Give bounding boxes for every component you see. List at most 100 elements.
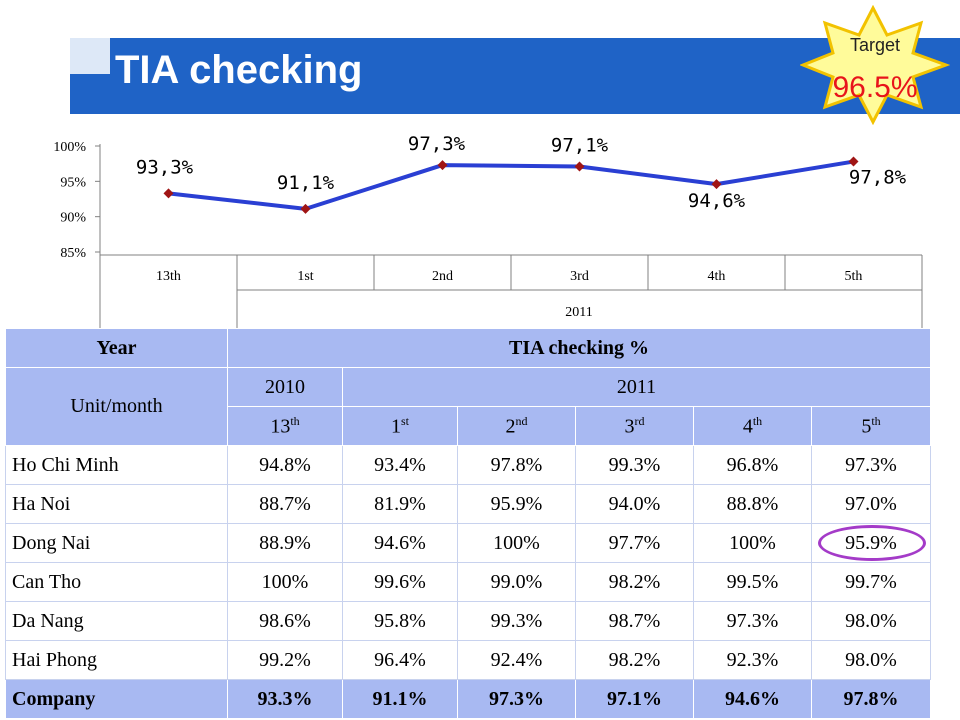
table-cell: 94.0% <box>575 484 694 524</box>
title-bar <box>70 38 960 114</box>
table-cell: 88.9% <box>227 523 343 563</box>
data-point <box>300 203 311 214</box>
table-row: Ho Chi Minh 94.8% 93.4% 97.8% 99.3% 96.8% 97.3… <box>5 445 932 485</box>
month-number: 4 <box>742 415 753 438</box>
data-point <box>711 179 722 190</box>
x-tick-label: 2nd <box>432 269 453 284</box>
table-cell: 97.8% <box>457 445 576 485</box>
unit-name: Ho Chi Minh <box>5 445 228 485</box>
table-row: Ha Noi 88.7% 81.9% 95.9% 94.0% 88.8% 97.0% <box>5 484 932 524</box>
decor-square <box>36 38 66 74</box>
table-cell: 99.7% <box>810 562 932 602</box>
month-number: 13 <box>270 415 291 438</box>
year-2010-header: 2010 <box>227 367 343 407</box>
company-cell: 91.1% <box>342 679 458 719</box>
series-line <box>168 159 854 211</box>
star-burst <box>800 5 950 125</box>
data-label: 93,3% <box>136 156 194 178</box>
table-cell: 99.3% <box>457 601 576 641</box>
month-header: 4th <box>693 406 812 446</box>
table-cell: 96.4% <box>342 640 458 680</box>
target-value: 96.5% <box>832 71 918 104</box>
year-header: Year <box>5 328 228 368</box>
x-tick-label: 3rd <box>570 269 589 284</box>
table-cell: 96.8% <box>693 445 812 485</box>
table-row: Dong Nai 88.9% 94.6% 100% 97.7% 100% 95.9% <box>5 523 932 563</box>
table-cell: 88.7% <box>227 484 343 524</box>
table-cell: 98.2% <box>575 562 694 602</box>
table-cell: 99.2% <box>227 640 343 680</box>
table-cell: 97.7% <box>575 523 694 563</box>
table-row: Hai Phong 99.2% 96.4% 92.4% 98.2% 92.3% 98.0% <box>5 640 932 680</box>
metric-header: TIA checking % <box>226 328 932 368</box>
data-point <box>848 156 859 167</box>
table-cell: 94.6% <box>342 523 458 563</box>
table-cell: 81.9% <box>342 484 458 524</box>
decor-square <box>0 76 30 112</box>
data-point <box>574 161 585 172</box>
data-table: Year TIA checking % Unit/month 2010 2011… <box>5 328 932 719</box>
data-label: 97,1% <box>551 134 609 156</box>
month-number: 5 <box>861 415 872 438</box>
y-tick-label: 95% <box>60 175 86 190</box>
data-point <box>437 160 448 171</box>
table-cell: 98.2% <box>575 640 694 680</box>
header-row-months: 13th 1st 2nd 3rd 4th 5th <box>6 406 932 446</box>
x-tick-label: 5th <box>845 269 863 284</box>
unit-name: Ha Noi <box>5 484 228 524</box>
month-suffix: th <box>290 413 300 428</box>
unit-name: Dong Nai <box>5 523 228 563</box>
company-cell: 97.3% <box>457 679 576 719</box>
table-row: Da Nang 98.6% 95.8% 99.3% 98.7% 97.3% 98.0% <box>5 601 932 641</box>
y-tick-label: 100% <box>53 140 86 155</box>
table-cell: 93.4% <box>342 445 458 485</box>
company-cell: 97.8% <box>810 679 932 719</box>
data-label: 97,8% <box>849 167 907 189</box>
table-cell: 95.9% <box>457 484 576 524</box>
x-axis: 13th 1st 2nd 3rd 4th 5th 2011 <box>99 254 923 330</box>
table-cell: 97.3% <box>693 601 812 641</box>
table-cell: 97.0% <box>810 484 932 524</box>
line-chart: 100% 95% 90% 85% 13th 1st 2nd 3rd 4th 5th 2011 9… <box>53 133 923 330</box>
table-cell: 92.4% <box>457 640 576 680</box>
table-cell: 99.6% <box>342 562 458 602</box>
table-cell: 100% <box>227 562 343 602</box>
month-header: 13th <box>227 406 343 446</box>
target-badge: Target 96.5% <box>800 5 950 125</box>
table-cell: 97.3% <box>810 445 932 485</box>
table-cell: 99.3% <box>575 445 694 485</box>
page-title: TIA checking <box>115 48 363 92</box>
unit-name: Hai Phong <box>5 640 228 680</box>
month-header: 1st <box>342 406 458 446</box>
unit-month-header: Unit/month <box>5 367 228 446</box>
decor-square <box>70 38 110 74</box>
month-number: 2 <box>505 415 516 438</box>
table-cell: 100% <box>693 523 812 563</box>
y-axis: 100% 95% 90% 85% <box>53 140 101 261</box>
header-row-year: Year TIA checking % <box>5 328 932 368</box>
data-label: 97,3% <box>408 133 466 155</box>
y-tick-label: 90% <box>60 211 86 226</box>
header-row-years: Unit/month 2010 2011 <box>5 367 932 446</box>
y-tick-label: 85% <box>60 246 86 261</box>
table-cell: 98.7% <box>575 601 694 641</box>
table-cell: 99.5% <box>693 562 812 602</box>
table-cell: 98.0% <box>810 640 932 680</box>
star-shape <box>800 5 950 125</box>
month-suffix: nd <box>515 413 528 428</box>
table-cell: 88.8% <box>693 484 812 524</box>
data-label: 91,1% <box>277 172 335 194</box>
company-cell: 93.3% <box>227 679 343 719</box>
x-tick-label: 13th <box>156 269 181 284</box>
company-name: Company <box>5 679 228 719</box>
table-cell: 94.8% <box>227 445 343 485</box>
table-cell: 98.0% <box>810 601 932 641</box>
month-header: 2nd <box>457 406 576 446</box>
month-number: 3 <box>624 415 635 438</box>
data-point <box>163 188 174 199</box>
year-2011-header: 2011 <box>341 367 932 407</box>
month-header: 3rd <box>575 406 694 446</box>
company-row: Company 93.3% 91.1% 97.3% 97.1% 94.6% 97.8% <box>5 679 932 719</box>
target-label: Target <box>849 35 901 55</box>
